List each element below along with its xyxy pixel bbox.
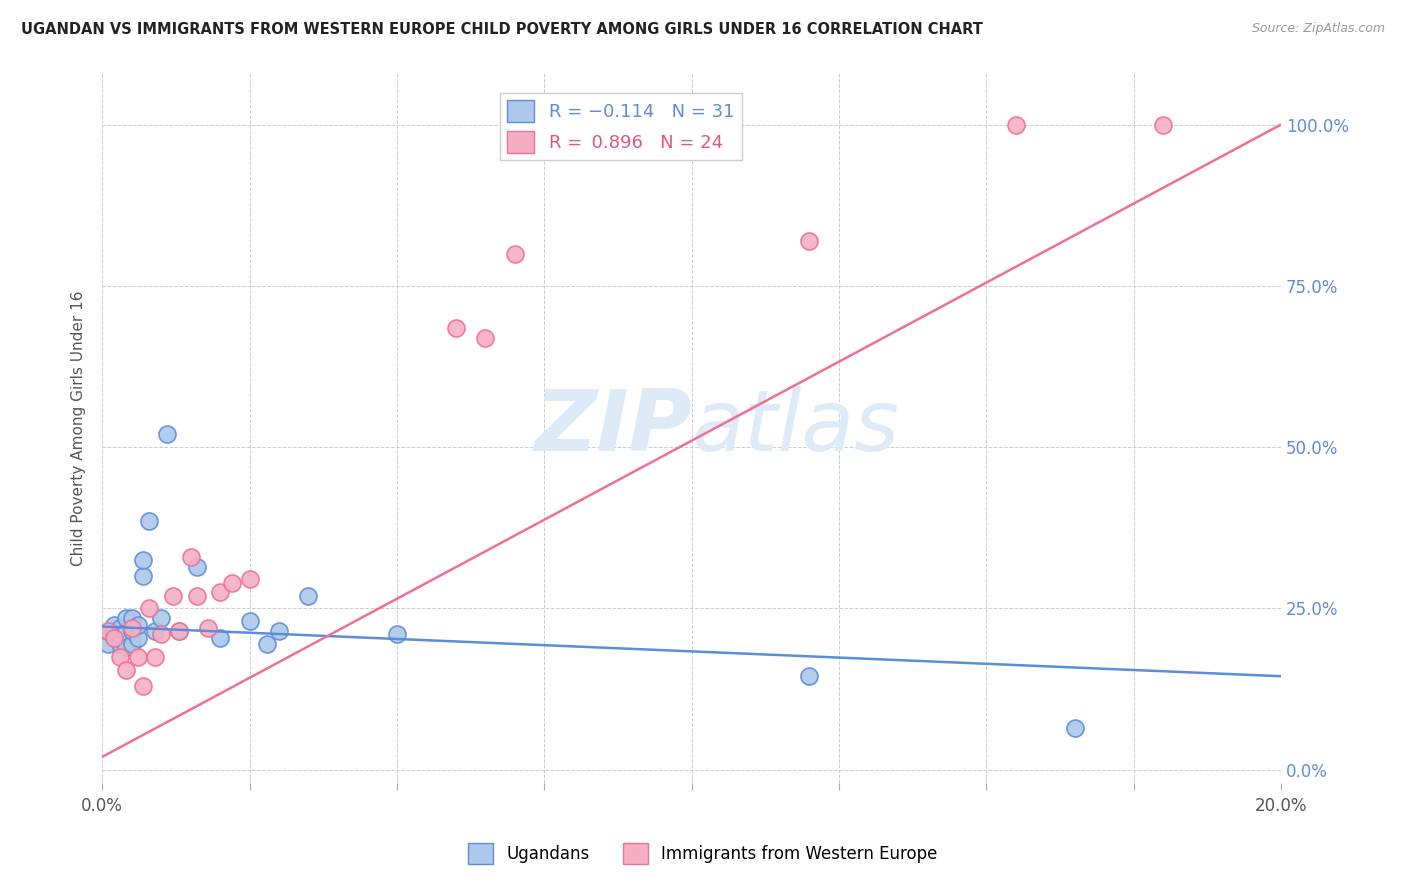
Point — [209, 631, 232, 645]
Point — [114, 611, 136, 625]
Point — [127, 649, 149, 664]
Point — [127, 631, 149, 645]
Point — [121, 637, 143, 651]
Point — [121, 621, 143, 635]
Text: Source: ZipAtlas.com: Source: ZipAtlas.com — [1251, 22, 1385, 36]
Point — [167, 624, 190, 638]
Point — [108, 627, 131, 641]
Point — [114, 663, 136, 677]
Point — [156, 427, 179, 442]
Point — [103, 617, 125, 632]
Point — [186, 589, 208, 603]
Point — [108, 637, 131, 651]
Point — [297, 589, 319, 603]
Point — [256, 637, 278, 651]
Point — [132, 679, 155, 693]
Point — [143, 624, 166, 638]
Point — [385, 627, 408, 641]
Point — [138, 601, 160, 615]
Point — [97, 624, 120, 638]
Point — [167, 624, 190, 638]
Point — [1063, 721, 1085, 735]
Point — [238, 615, 260, 629]
Point — [186, 559, 208, 574]
Text: atlas: atlas — [692, 386, 900, 469]
Legend: Ugandans, Immigrants from Western Europe: Ugandans, Immigrants from Western Europe — [461, 837, 945, 871]
Point — [221, 575, 243, 590]
Point — [114, 640, 136, 655]
Point — [143, 649, 166, 664]
Point — [114, 624, 136, 638]
Point — [150, 627, 173, 641]
Point — [150, 611, 173, 625]
Point — [132, 569, 155, 583]
Point — [121, 624, 143, 638]
Point — [121, 611, 143, 625]
Point — [108, 621, 131, 635]
Point — [444, 321, 467, 335]
Text: ZIP: ZIP — [534, 386, 692, 469]
Point — [474, 330, 496, 344]
Point — [127, 617, 149, 632]
Y-axis label: Child Poverty Among Girls Under 16: Child Poverty Among Girls Under 16 — [72, 290, 86, 566]
Point — [503, 246, 526, 260]
Point — [180, 549, 202, 564]
Point — [103, 631, 125, 645]
Point — [799, 669, 821, 683]
Point — [197, 621, 219, 635]
Point — [799, 234, 821, 248]
Point — [138, 515, 160, 529]
Point — [1004, 118, 1026, 132]
Point — [97, 637, 120, 651]
Point — [97, 624, 120, 638]
Point — [1152, 118, 1174, 132]
Point — [267, 624, 290, 638]
Point — [132, 553, 155, 567]
Point — [209, 585, 232, 599]
Point — [103, 624, 125, 638]
Point — [238, 573, 260, 587]
Legend: R = −0.114   N = ​31, R =  0.896   N = ​24: R = −0.114 N = ​31, R = 0.896 N = ​24 — [501, 93, 741, 161]
Point — [108, 649, 131, 664]
Text: UGANDAN VS IMMIGRANTS FROM WESTERN EUROPE CHILD POVERTY AMONG GIRLS UNDER 16 COR: UGANDAN VS IMMIGRANTS FROM WESTERN EUROP… — [21, 22, 983, 37]
Point — [162, 589, 184, 603]
